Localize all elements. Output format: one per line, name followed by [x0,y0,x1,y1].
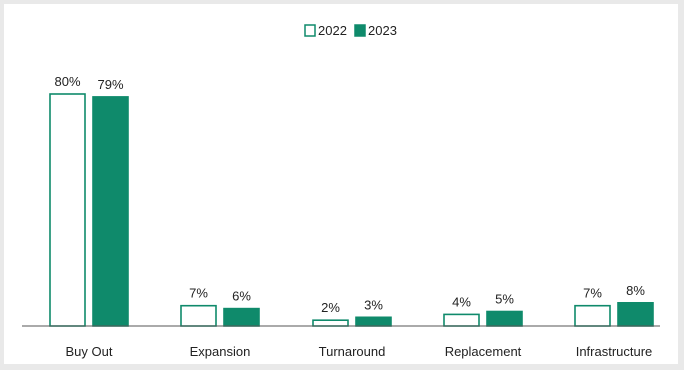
bar-2023-infrastructure [617,301,654,327]
data-label-2022-replacement: 4% [452,294,471,309]
chart-frame: 2022 2023 80% 79% 7% 6% 2% 3% 4% 5% 7% 8% Buy Out… [4,4,678,364]
bar-chart: 2022 2023 80% 79% 7% 6% 2% 3% 4% 5% 7% 8% Buy Out… [22,23,660,359]
bar-2022-infrastructure [574,304,611,327]
category-labels: Buy Out Expansion Turnaround Replacement Inf… [66,344,653,359]
category-label-expansion: Expansion [190,344,251,359]
category-label-turnaround: Turnaround [319,344,386,359]
bar-2023-replacement [486,310,523,327]
data-label-2023-turnaround: 3% [364,297,383,312]
bar-2023-expansion [223,307,260,327]
bar-2023-buy-out [92,96,129,327]
data-label-2023-buy-out: 79% [97,77,123,92]
bar-2022-turnaround [312,319,349,327]
data-label-2023-infrastructure: 8% [626,283,645,298]
legend-swatch-2023 [354,24,366,37]
legend-swatch-2022 [304,24,316,37]
data-label-2022-expansion: 7% [189,286,208,301]
legend: 2022 2023 [304,23,397,38]
legend-label-2023: 2023 [368,23,397,38]
data-label-2022-buy-out: 80% [54,74,80,89]
data-label-2022-turnaround: 2% [321,300,340,315]
category-label-infrastructure: Infrastructure [576,344,653,359]
bar-2022-buy-out [49,93,86,327]
data-label-2023-replacement: 5% [495,292,514,307]
category-label-buy-out: Buy Out [66,344,113,359]
data-label-2023-expansion: 6% [232,289,251,304]
bar-2022-replacement [443,313,480,327]
legend-label-2022: 2022 [318,23,347,38]
bars-group: 80% 79% 7% 6% 2% 3% 4% 5% 7% 8% [49,74,654,327]
bar-2022-expansion [180,304,217,327]
bar-2023-turnaround [355,316,392,327]
category-label-replacement: Replacement [445,344,522,359]
data-label-2022-infrastructure: 7% [583,286,602,301]
